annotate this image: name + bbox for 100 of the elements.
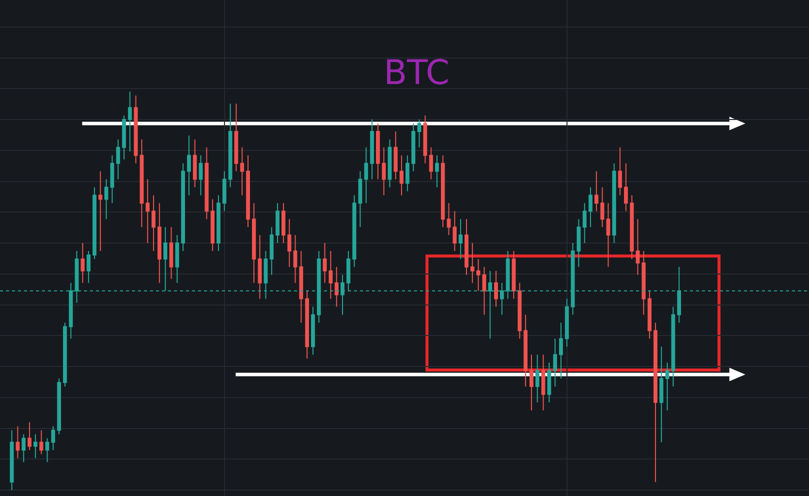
candlestick	[464, 218, 468, 276]
candlestick	[57, 378, 61, 435]
candlestick	[104, 178, 108, 220]
candlestick	[417, 119, 422, 148]
candlestick	[246, 154, 250, 228]
candlestick	[116, 138, 120, 180]
candlestick	[252, 202, 256, 284]
candlestick	[39, 430, 44, 455]
candlestick	[51, 426, 56, 451]
candlestick	[671, 306, 676, 387]
candlestick	[10, 430, 14, 491]
candlestick	[446, 202, 451, 236]
candlestick	[494, 270, 498, 308]
candlestick	[440, 154, 445, 228]
candlestick	[382, 146, 386, 196]
candlestick	[406, 154, 410, 192]
candlestick	[452, 210, 457, 252]
candlestick	[293, 234, 298, 284]
candlestick	[541, 354, 546, 411]
candlestick	[394, 130, 398, 180]
candlestick	[234, 103, 238, 172]
candlestick	[470, 242, 474, 284]
candlestick	[564, 298, 569, 348]
candlestick	[134, 95, 138, 164]
candlestick	[311, 306, 315, 356]
candlestick	[458, 218, 463, 260]
candlestick	[146, 178, 150, 244]
candlestick	[305, 290, 310, 360]
candlestick	[110, 154, 114, 204]
candlestick	[328, 250, 333, 300]
candlestick	[530, 354, 534, 411]
candlestick	[322, 242, 327, 284]
candlestick	[411, 123, 416, 172]
candlestick	[33, 434, 38, 459]
candlestick	[181, 162, 186, 252]
candlestick	[624, 162, 628, 212]
candlestick	[600, 186, 604, 228]
candlestick	[612, 162, 616, 244]
candlestick	[28, 422, 32, 451]
candlestick	[370, 119, 374, 180]
candlestick	[216, 194, 220, 252]
candlestick	[63, 322, 67, 387]
candlestick	[276, 202, 280, 244]
candlestick	[435, 154, 439, 188]
candlestick	[659, 346, 664, 443]
candlestick	[80, 242, 85, 284]
candlestick	[240, 146, 244, 196]
candlestick	[122, 115, 126, 160]
candlestick	[187, 134, 191, 196]
candlestick	[222, 170, 226, 212]
candlestick	[606, 202, 610, 268]
candlestick	[665, 362, 670, 411]
candlestick	[636, 218, 640, 276]
candlestick	[299, 250, 304, 324]
candlestick	[86, 250, 91, 284]
candlestick	[270, 226, 274, 276]
candlestick	[512, 250, 516, 300]
candlestick	[648, 290, 652, 340]
candlestick	[140, 138, 144, 228]
candlestick	[482, 266, 486, 316]
candlestick	[376, 123, 380, 180]
candlestick	[287, 218, 292, 268]
candlestick	[559, 322, 563, 379]
candlestick	[92, 186, 96, 260]
candlestick	[400, 154, 404, 196]
candlestick	[198, 154, 203, 196]
candlestick	[535, 354, 540, 403]
candlestick	[258, 234, 262, 300]
candlestick	[518, 282, 522, 340]
candlestick	[524, 314, 528, 387]
candlestick	[594, 170, 598, 212]
candlestick	[169, 226, 174, 280]
candlestick	[204, 146, 209, 220]
candlestick	[128, 91, 132, 152]
candlestick	[175, 234, 180, 284]
candlestick	[282, 202, 286, 244]
candlestick	[352, 194, 356, 268]
candlestick	[210, 198, 215, 252]
chart-title: BTC	[384, 52, 450, 93]
candlestick	[654, 322, 658, 483]
candlestick	[553, 338, 558, 387]
candlestick	[157, 202, 162, 284]
candlestick	[642, 250, 646, 316]
candlestick	[152, 194, 156, 252]
candlestick	[98, 170, 102, 252]
candlestick	[630, 194, 634, 260]
candlestick	[423, 115, 428, 164]
candlestick	[618, 146, 622, 196]
candlestick	[582, 202, 587, 244]
candlestick	[22, 434, 26, 463]
candlestick	[228, 103, 232, 188]
candlestick	[429, 146, 434, 180]
candlestick	[547, 362, 552, 403]
candlestick	[16, 426, 20, 459]
candlestick	[388, 138, 392, 188]
candlestick	[476, 258, 480, 292]
candlestick	[192, 138, 197, 188]
candlestick	[576, 218, 581, 268]
candlestick	[364, 146, 368, 204]
candlestick	[334, 266, 339, 308]
